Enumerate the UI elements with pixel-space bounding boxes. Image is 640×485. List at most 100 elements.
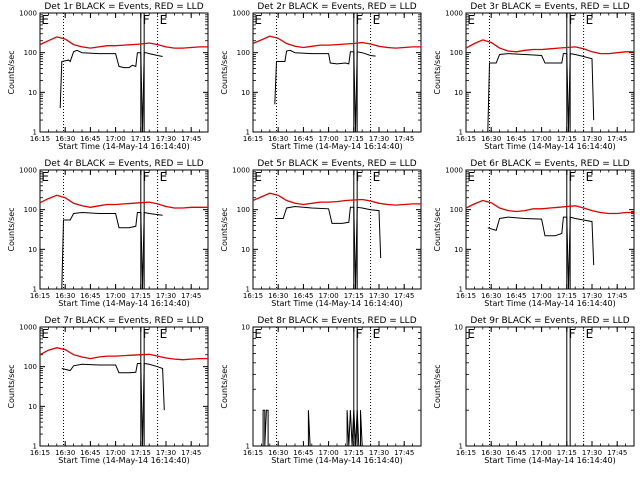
flag-f-label: F [143, 327, 150, 341]
flag-f-label: F [569, 170, 576, 184]
x-tick-label: 17:15 [344, 292, 364, 300]
y-axis-label: Counts/sec [7, 364, 16, 408]
panel-title: Det 4r BLACK = Events, RED = LLD [44, 159, 203, 169]
flag-f-label: F [569, 327, 576, 341]
flag-e-label: E [254, 13, 262, 27]
flag-e-label: E [467, 327, 475, 341]
flag-e-label: E [160, 327, 168, 341]
x-tick-label: 16:15 [30, 449, 50, 457]
x-axis-label: Start Time (14-May-14 16:14:40) [271, 456, 402, 465]
y-tick-label: 10 [241, 324, 250, 332]
flag-e-label: E [41, 327, 49, 341]
x-tick-label: 16:15 [456, 292, 476, 300]
x-tick-label: 16:15 [243, 292, 263, 300]
x-tick-label: 17:30 [582, 449, 602, 457]
plot-frame [465, 169, 635, 290]
plot-frame [252, 326, 422, 447]
y-tick-label: 1 [246, 286, 250, 294]
x-tick-label: 16:45 [506, 135, 526, 143]
x-tick-label: 16:30 [268, 292, 288, 300]
flag-f-label: F [356, 170, 363, 184]
y-tick-label: 10 [28, 246, 37, 254]
x-tick-label: 17:15 [557, 449, 577, 457]
y-tick-label: 1000 [232, 10, 250, 18]
series-events-line [262, 409, 363, 447]
x-tick-label: 17:30 [369, 292, 389, 300]
x-tick-label: 17:00 [106, 135, 126, 143]
x-tick-label: 17:15 [557, 292, 577, 300]
flag-e-label: E [467, 13, 475, 27]
flag-e-label: E [373, 170, 381, 184]
x-tick-label: 16:30 [55, 292, 75, 300]
y-tick-label: 1 [459, 443, 463, 451]
y-tick-label: 1000 [19, 167, 37, 175]
flag-f-label: F [569, 13, 576, 27]
y-tick-label: 10 [454, 89, 463, 97]
x-tick-label: 17:00 [319, 135, 339, 143]
y-axis-label: Counts/sec [7, 207, 16, 251]
y-axis-label: Counts/sec [220, 50, 229, 94]
y-tick-label: 10 [241, 89, 250, 97]
x-tick-label: 17:45 [394, 135, 414, 143]
x-tick-label: 17:30 [156, 292, 176, 300]
plot-frame [39, 12, 209, 133]
flag-e-label: E [467, 170, 475, 184]
flag-e-label: E [41, 13, 49, 27]
x-tick-label: 17:15 [344, 135, 364, 143]
series-lld-line [252, 192, 421, 206]
flag-e-label: E [373, 327, 381, 341]
x-tick-label: 17:45 [181, 449, 201, 457]
x-tick-label: 17:00 [319, 449, 339, 457]
x-tick-label: 17:30 [582, 292, 602, 300]
x-tick-label: 16:30 [481, 449, 501, 457]
flag-e-label: E [586, 170, 594, 184]
flag-e-label: E [254, 170, 262, 184]
x-tick-label: 17:00 [532, 135, 552, 143]
x-tick-label: 17:15 [344, 449, 364, 457]
x-tick-label: 17:45 [607, 449, 627, 457]
x-tick-label: 17:00 [532, 449, 552, 457]
x-tick-label: 17:00 [532, 292, 552, 300]
x-tick-label: 17:45 [394, 292, 414, 300]
series-events-line [274, 49, 376, 133]
panel-title: Det 9r BLACK = Events, RED = LLD [470, 316, 629, 326]
series-events-line [61, 211, 163, 290]
panel-9: Det 9r BLACK = Events, RED = LLD 1 10 16:15… [433, 316, 635, 465]
x-axis-label: Start Time (14-May-14 16:14:40) [271, 299, 402, 308]
y-axis-label: Counts/sec [220, 364, 229, 408]
series-lld-line [465, 199, 634, 215]
panel-title: Det 8r BLACK = Events, RED = LLD [257, 316, 416, 326]
y-tick-label: 100 [24, 49, 37, 57]
x-tick-label: 17:45 [607, 135, 627, 143]
y-tick-label: 1000 [232, 167, 250, 175]
x-axis-label: Start Time (14-May-14 16:14:40) [484, 142, 615, 151]
panel-title: Det 5r BLACK = Events, RED = LLD [257, 159, 416, 169]
series-lld-line [39, 194, 208, 209]
panel-3: Det 3r BLACK = Events, RED = LLD 1 10 100 10… [433, 2, 635, 151]
y-tick-label: 10 [241, 246, 250, 254]
panel-title: Det 6r BLACK = Events, RED = LLD [470, 159, 629, 169]
x-tick-label: 16:30 [481, 292, 501, 300]
flag-e-label: E [160, 170, 168, 184]
y-tick-label: 100 [24, 363, 37, 371]
x-tick-label: 16:45 [293, 449, 313, 457]
series-events-line [487, 216, 595, 290]
y-tick-label: 100 [450, 49, 463, 57]
y-tick-label: 1000 [19, 10, 37, 18]
series-lld-line [39, 347, 208, 361]
y-tick-label: 1 [246, 129, 250, 137]
y-tick-label: 1000 [445, 10, 463, 18]
x-tick-label: 16:30 [268, 135, 288, 143]
x-tick-label: 16:15 [243, 135, 263, 143]
x-tick-label: 17:00 [106, 449, 126, 457]
x-tick-label: 17:00 [106, 292, 126, 300]
y-tick-label: 1 [33, 286, 37, 294]
flag-e-label: E [254, 327, 262, 341]
panel-title: Det 7r BLACK = Events, RED = LLD [44, 316, 203, 326]
x-tick-label: 16:30 [481, 135, 501, 143]
x-tick-label: 17:15 [131, 449, 151, 457]
plot-frame [39, 326, 209, 447]
y-tick-label: 100 [24, 206, 37, 214]
x-axis-label: Start Time (14-May-14 16:14:40) [58, 299, 189, 308]
